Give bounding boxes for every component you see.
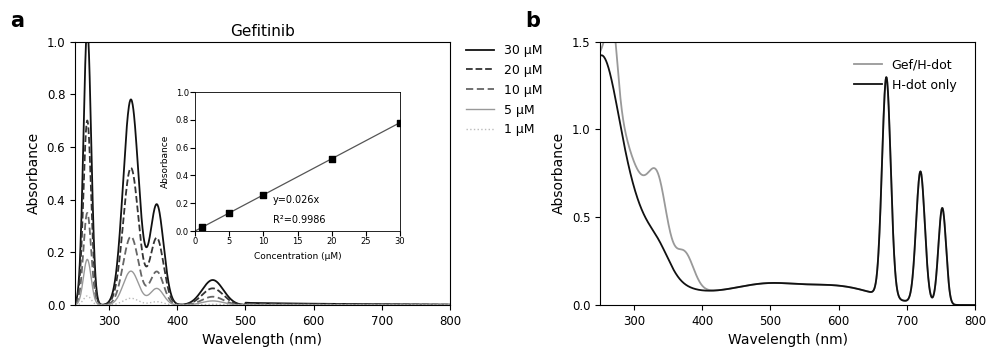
Text: R²=0.9986: R²=0.9986 — [273, 215, 325, 225]
Point — [194, 225, 210, 230]
Point — [255, 192, 271, 198]
H-dot only — [750, 282, 762, 286]
Y-axis label: Absorbance: Absorbance — [27, 132, 41, 214]
H-dot only — [969, 303, 981, 307]
Text: y=0.026x: y=0.026x — [273, 195, 320, 205]
Point — [221, 210, 237, 216]
Legend: Gef/H-dot, H-dot only: Gef/H-dot, H-dot only — [849, 53, 961, 96]
Gef/H-dot — [969, 303, 981, 307]
Gef/H-dot — [612, 74, 624, 79]
Legend: 30 μM, 20 μM, 10 μM, 5 μM, 1 μM: 30 μM, 20 μM, 10 μM, 5 μM, 1 μM — [461, 39, 547, 142]
H-dot only — [595, 53, 607, 57]
Y-axis label: Absorbance: Absorbance — [552, 132, 566, 214]
Gef/H-dot — [598, 39, 610, 44]
Gef/H-dot — [750, 282, 762, 286]
Text: b: b — [525, 11, 540, 31]
Point — [324, 156, 340, 162]
H-dot only — [623, 165, 635, 170]
H-dot only — [883, 105, 895, 109]
H-dot only — [689, 287, 701, 291]
Line: H-dot only: H-dot only — [600, 55, 975, 305]
Line: Gef/H-dot: Gef/H-dot — [600, 42, 975, 305]
Y-axis label: Absorbance: Absorbance — [161, 135, 170, 188]
H-dot only — [594, 54, 606, 58]
H-dot only — [612, 113, 624, 117]
Gef/H-dot — [883, 105, 895, 109]
Gef/H-dot — [623, 144, 635, 149]
Gef/H-dot — [955, 303, 967, 307]
Text: a: a — [10, 11, 24, 31]
Point — [392, 120, 408, 126]
Title: Gefitinib: Gefitinib — [230, 24, 295, 39]
X-axis label: Wavelength (nm): Wavelength (nm) — [202, 333, 322, 347]
Gef/H-dot — [594, 50, 606, 54]
Gef/H-dot — [689, 270, 701, 275]
X-axis label: Wavelength (nm): Wavelength (nm) — [728, 333, 848, 347]
X-axis label: Concentration (μM): Concentration (μM) — [254, 252, 341, 261]
H-dot only — [955, 303, 967, 307]
